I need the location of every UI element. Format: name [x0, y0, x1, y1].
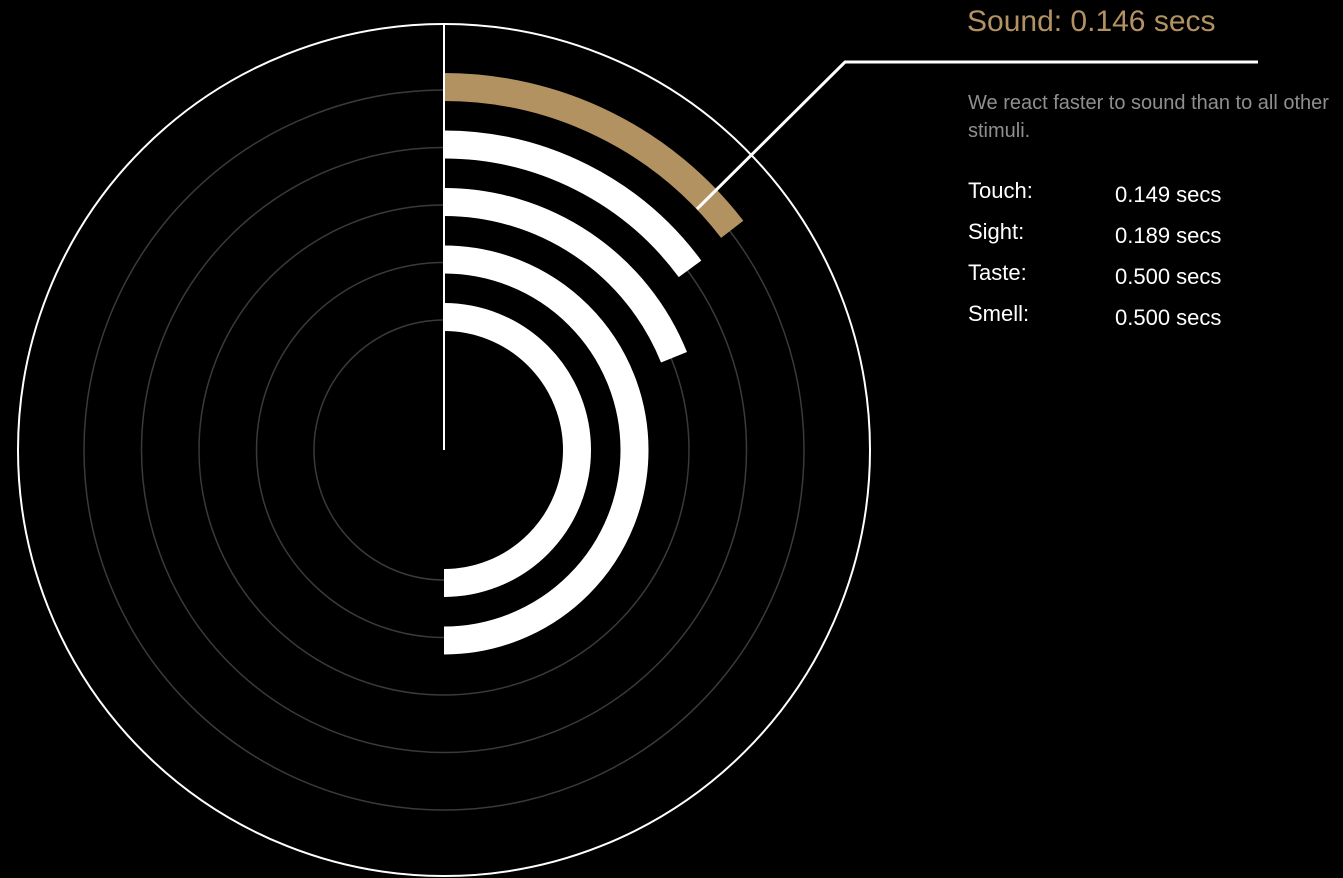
stimulus-time: 0.189 secs: [1115, 223, 1222, 248]
stimulus-row-taste: Taste: 0.500 secs: [968, 258, 1328, 299]
stimulus-row-sight: Sight: 0.189 secs: [968, 217, 1328, 258]
stimulus-name: Taste:: [968, 260, 1027, 285]
callout-leader-line: [695, 60, 1258, 211]
stimulus-name: Smell:: [968, 301, 1030, 326]
stimulus-time: 0.149 secs: [1115, 182, 1222, 207]
stimuli-list: Touch: 0.149 secs Sight: 0.189 secs Tast…: [968, 176, 1328, 340]
stimulus-time: 0.500 secs: [1115, 305, 1222, 330]
stimulus-name: Touch:: [968, 178, 1033, 203]
radial-bar-sight: [443, 188, 687, 363]
radial-bar-taste: [443, 245, 649, 655]
radial-bars: [443, 73, 744, 655]
stimulus-time: 0.500 secs: [1115, 264, 1222, 289]
radial-bar-smell: [443, 303, 591, 597]
stimulus-row-smell: Smell: 0.500 secs: [968, 299, 1328, 340]
outer-ring: [17, 23, 871, 877]
stimulus-name: Sight:: [968, 219, 1025, 244]
radial-bar-touch: [443, 130, 702, 278]
headline-sound: Sound: 0.146 secs: [967, 5, 1216, 38]
radial-bar-sound: [443, 73, 744, 238]
description-text: We react faster to sound than to all oth…: [968, 92, 1329, 142]
stimulus-row-touch: Touch: 0.149 secs: [968, 176, 1328, 217]
